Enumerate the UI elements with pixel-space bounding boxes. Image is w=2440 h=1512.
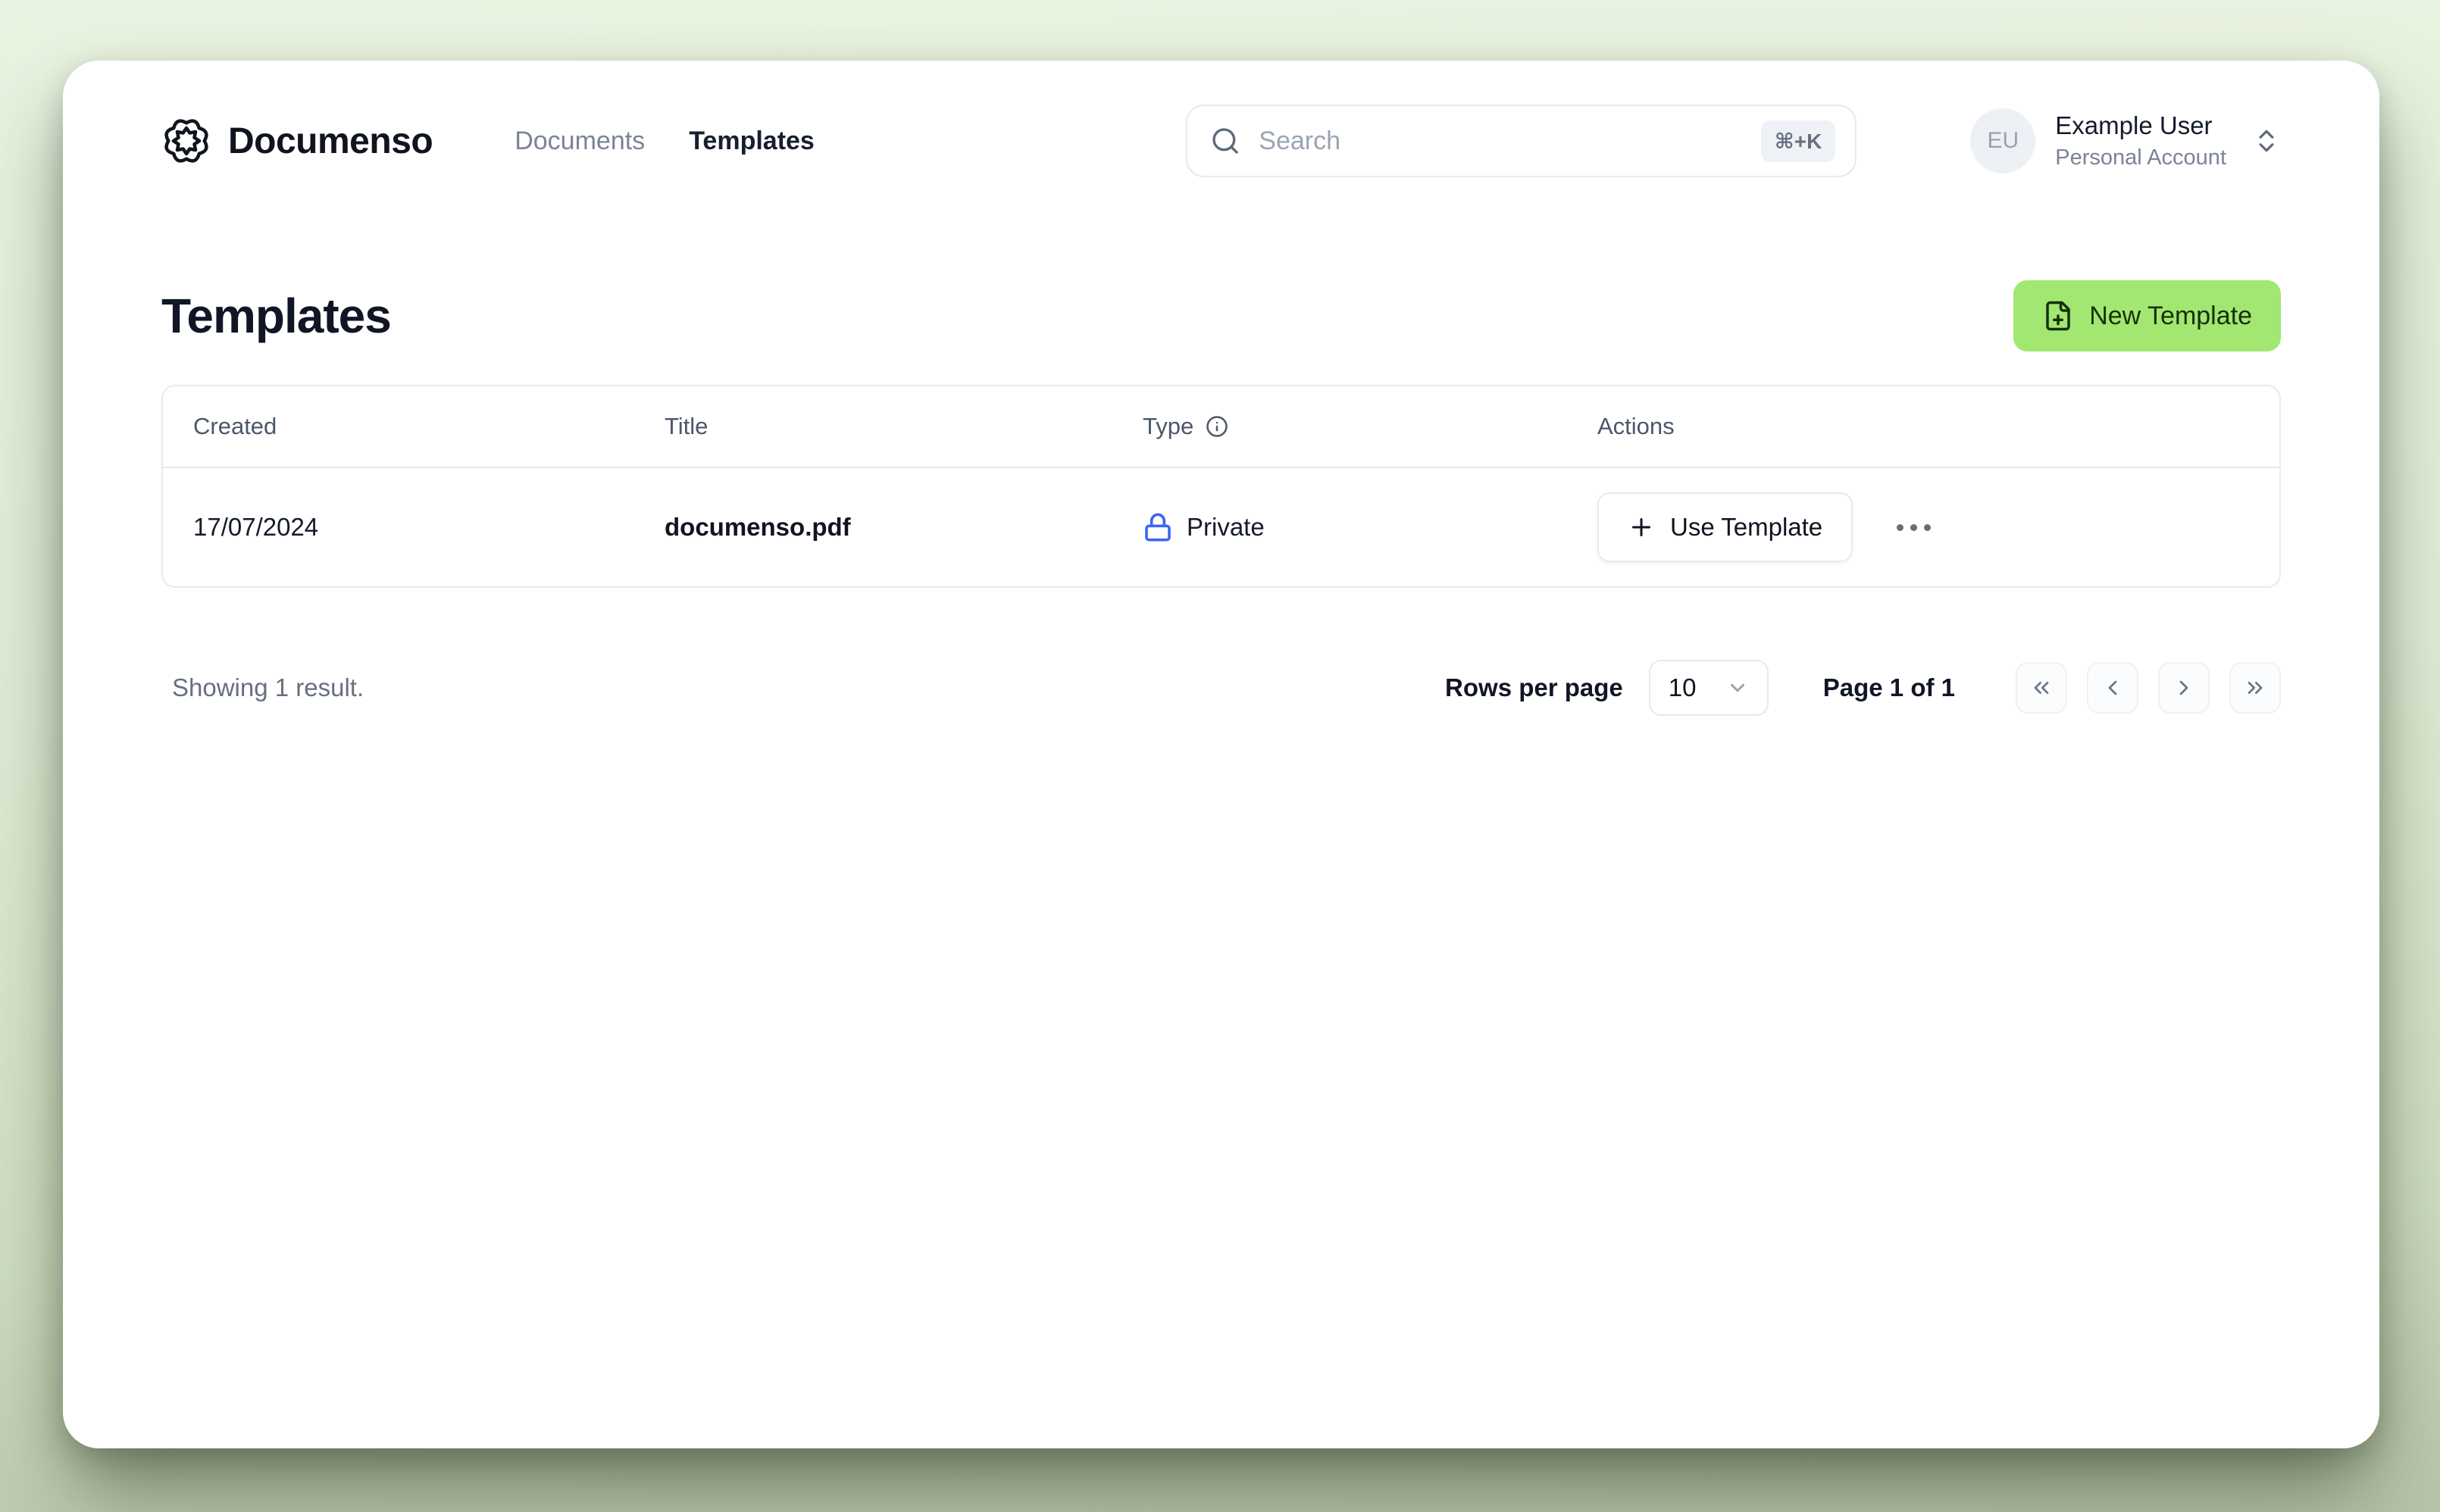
user-account-type: Personal Account <box>2055 145 2226 170</box>
first-page-button[interactable] <box>2016 662 2067 714</box>
app-window: Documenso Documents Templates ⌘+K EU Exa… <box>63 61 2379 1448</box>
cell-type: Private <box>1112 512 1567 542</box>
pagination-controls: Rows per page 10 Page 1 of 1 <box>1445 660 2281 716</box>
column-header-title: Title <box>665 413 709 439</box>
search-icon <box>1210 126 1240 156</box>
use-template-label: Use Template <box>1670 513 1823 541</box>
search-input[interactable] <box>1259 126 1743 156</box>
file-plus-icon <box>2042 300 2074 332</box>
type-label: Private <box>1187 513 1265 541</box>
new-template-button[interactable]: New Template <box>2013 280 2281 351</box>
user-menu[interactable]: EU Example User Personal Account <box>1970 108 2281 173</box>
user-name: Example User <box>2055 111 2213 139</box>
table-header: Created Title Type Actions <box>163 386 2279 468</box>
primary-nav: Documents Templates <box>515 127 815 156</box>
cell-created: 17/07/2024 <box>193 513 319 541</box>
use-template-button[interactable]: Use Template <box>1597 492 1853 562</box>
chevrons-left-icon <box>2034 682 2049 694</box>
chevrons-up-down-icon <box>2252 127 2281 155</box>
results-summary: Showing 1 result. <box>172 673 364 701</box>
nav-item-documents[interactable]: Documents <box>515 126 646 155</box>
row-menu-button[interactable] <box>1889 512 1938 543</box>
documenso-logo-icon <box>161 116 211 166</box>
avatar: EU <box>1970 108 2036 173</box>
previous-page-button[interactable] <box>2087 662 2138 714</box>
ellipsis-icon <box>1897 523 1904 531</box>
cell-actions: Use Template <box>1567 492 2279 562</box>
brand[interactable]: Documenso <box>161 116 433 166</box>
nav-item-templates[interactable]: Templates <box>689 126 815 155</box>
page-title: Templates <box>161 289 392 343</box>
pager <box>2016 662 2281 714</box>
templates-table: Created Title Type Actions 17/07/2024 do… <box>161 385 2281 588</box>
column-header-type: Type <box>1112 413 1567 440</box>
chevrons-right-icon <box>2248 682 2263 694</box>
page-indicator: Page 1 of 1 <box>1822 673 1955 701</box>
cell-title: documenso.pdf <box>665 513 851 541</box>
plus-icon <box>1628 514 1655 541</box>
lock-icon <box>1143 512 1173 542</box>
column-header-created: Created <box>193 413 277 439</box>
page-header: Templates New Template <box>161 280 2281 351</box>
user-info: Example User Personal Account <box>2055 111 2226 170</box>
search-box[interactable]: ⌘+K <box>1186 105 1857 177</box>
brand-name: Documenso <box>228 120 433 161</box>
chevron-right-icon <box>2179 680 2188 695</box>
last-page-button[interactable] <box>2229 662 2281 714</box>
table-footer: Showing 1 result. Rows per page 10 Page … <box>161 659 2281 717</box>
chevron-down-icon <box>1726 676 1749 699</box>
new-template-label: New Template <box>2089 301 2252 330</box>
table-row[interactable]: 17/07/2024 documenso.pdf Private <box>163 468 2279 586</box>
rows-per-page-value: 10 <box>1668 673 1697 701</box>
top-bar: Documenso Documents Templates ⌘+K EU Exa… <box>161 105 2281 177</box>
column-header-actions: Actions <box>1597 413 1675 439</box>
next-page-button[interactable] <box>2158 662 2210 714</box>
chevron-left-icon <box>2108 680 2117 695</box>
rows-per-page-select[interactable]: 10 <box>1648 660 1769 716</box>
rows-per-page-label: Rows per page <box>1445 673 1623 701</box>
search-shortcut-badge: ⌘+K <box>1760 120 1836 162</box>
info-icon[interactable] <box>1206 415 1228 438</box>
